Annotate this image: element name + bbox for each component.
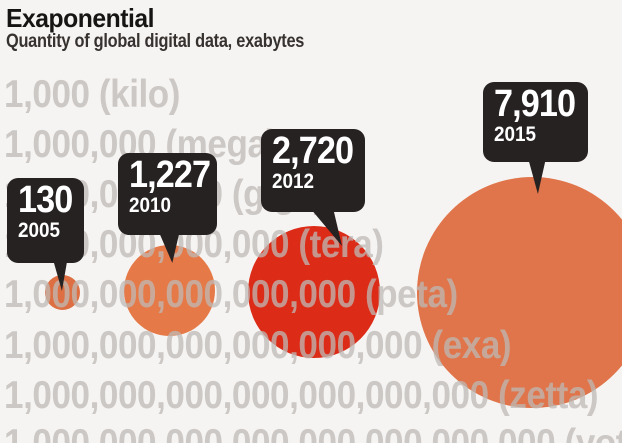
- callout-year-2012: 2012: [272, 170, 315, 193]
- bubble-2015: [417, 177, 622, 408]
- callout-2015: 7,910 2015: [483, 82, 588, 162]
- callout-2012: 2,720 2012: [261, 129, 365, 212]
- callout-year-2005: 2005: [18, 219, 61, 242]
- bubble-2010: [124, 245, 215, 336]
- callout-value-2010: 1,227: [129, 154, 211, 196]
- callout-year-2015: 2015: [494, 123, 537, 146]
- callout-year-2010: 2010: [129, 194, 172, 217]
- callout-value-2015: 7,910: [494, 83, 576, 125]
- callout-2010: 1,227 2010: [118, 153, 217, 235]
- chart-subtitle: Quantity of global digital data, exabyte…: [6, 31, 305, 52]
- scale-line-yotta: 1,000,000,000,000,000,000,000,000 (yotta…: [4, 424, 622, 443]
- chart-title: Exaponential: [6, 3, 155, 33]
- bubble-2012: [248, 226, 380, 358]
- scale-line-zetta: 1,000,000,000,000,000,000,000 (zetta): [4, 374, 599, 417]
- callout-value-2012: 2,720: [272, 130, 354, 172]
- scale-line-peta: 1,000,000,000,000,000 (peta): [4, 273, 458, 316]
- scale-line-kilo: 1,000 (kilo): [4, 73, 181, 116]
- callout-2005: 130 2005: [7, 178, 84, 263]
- scale-line-exa: 1,000,000,000,000,000,000 (exa): [4, 324, 512, 367]
- callout-value-2005: 130: [18, 179, 73, 221]
